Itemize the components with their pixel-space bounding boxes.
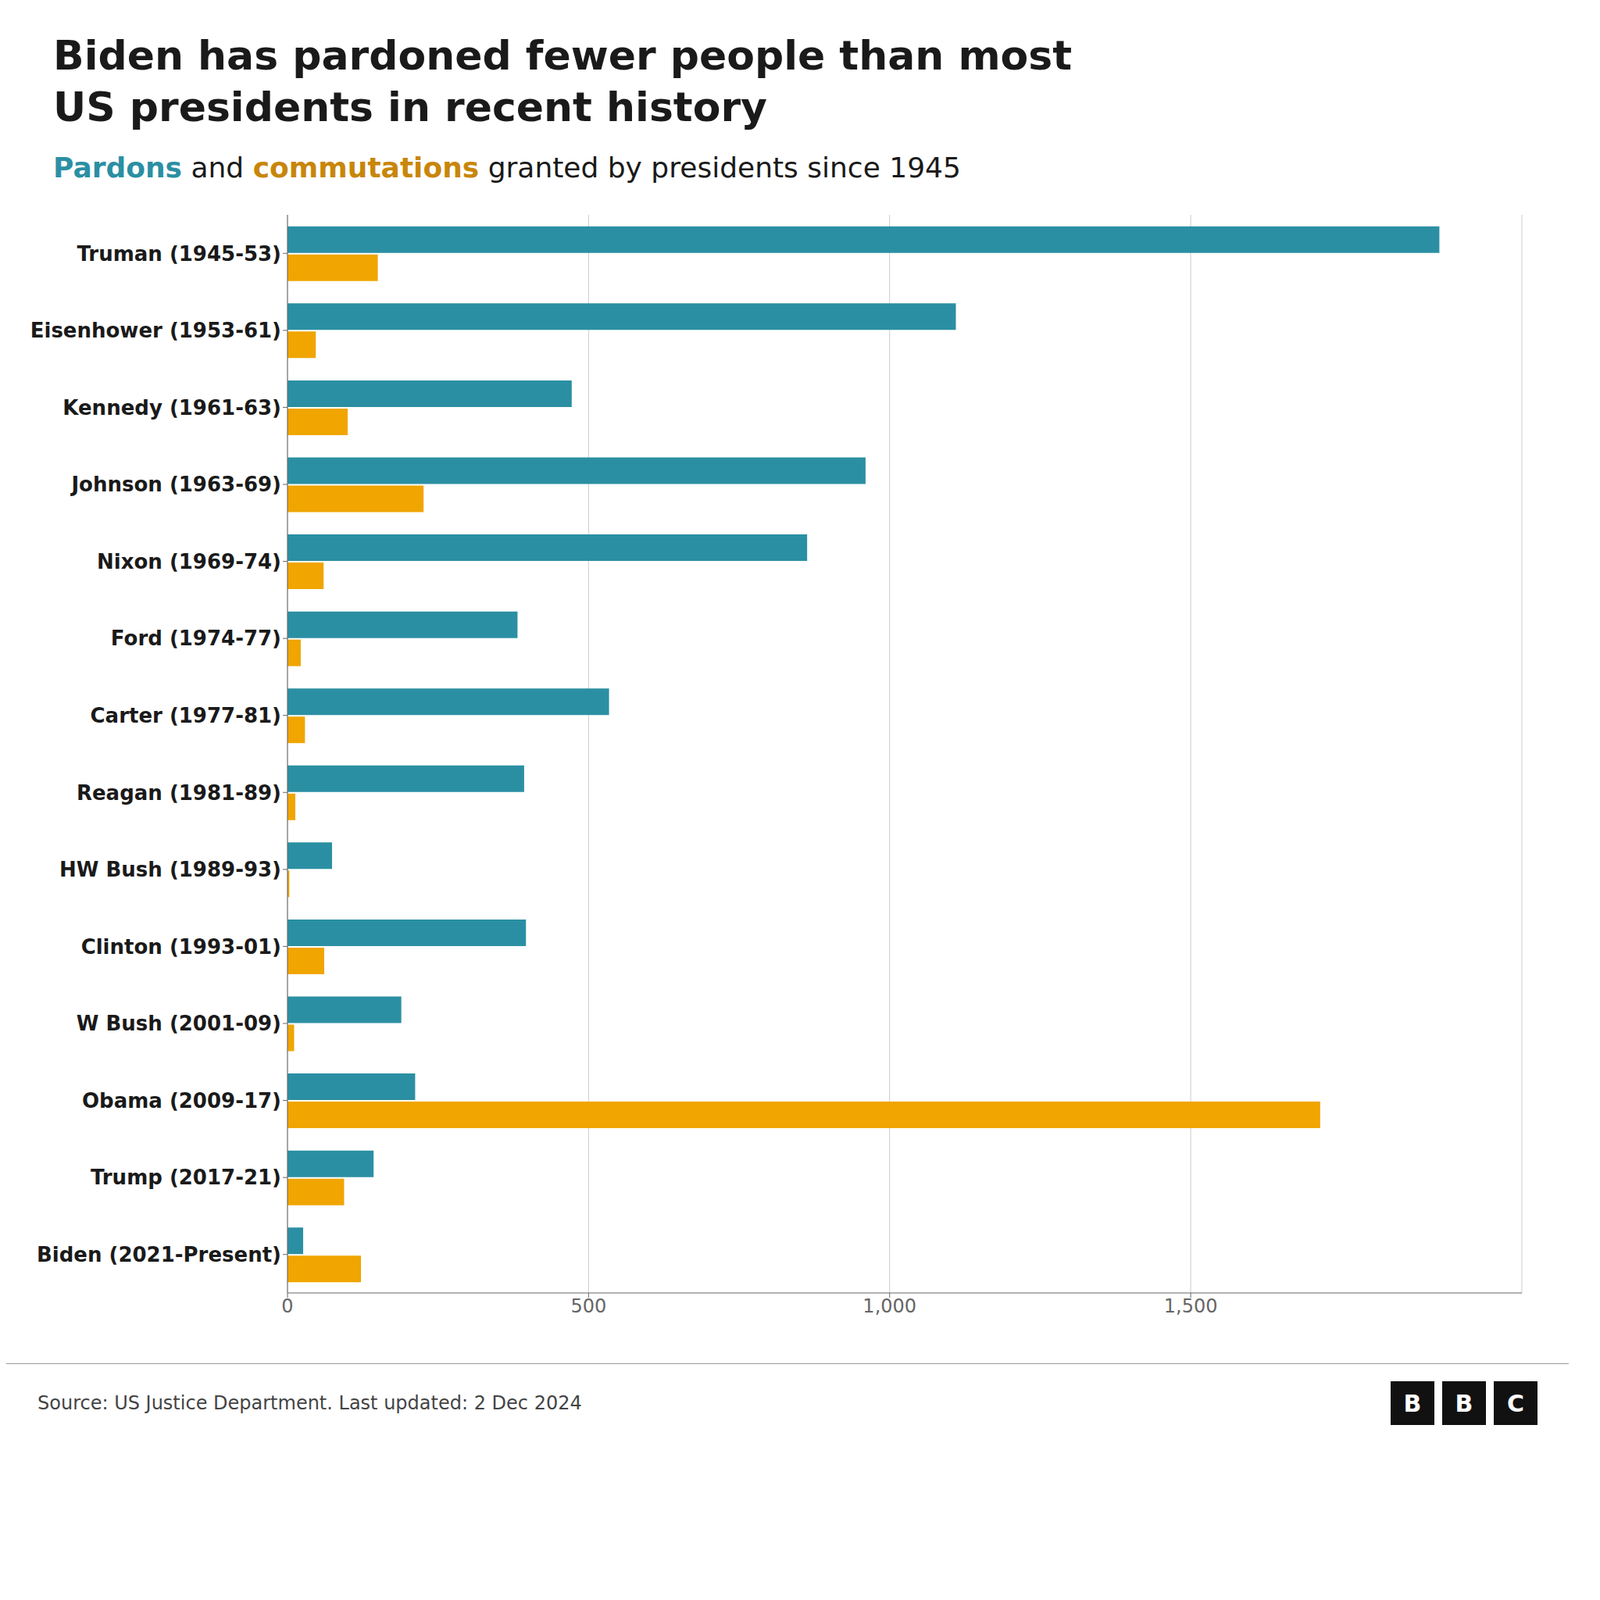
svg-text:HW Bush (1989-93): HW Bush (1989-93) (59, 857, 282, 882)
html-text:Source: US Justice Department.: Source: US Justice Department. Last upda… (37, 1392, 582, 1415)
html-text:C: C (1507, 1389, 1525, 1417)
svg-text:1,000: 1,000 (862, 1295, 917, 1318)
html-text:B: B (1403, 1389, 1422, 1417)
svg-text:1,500: 1,500 (1164, 1295, 1218, 1318)
svg-text:Trump (2017-21): Trump (2017-21) (90, 1165, 282, 1190)
svg-text:0: 0 (281, 1295, 293, 1318)
svg-text:Biden (2021-Present): Biden (2021-Present) (36, 1242, 282, 1267)
svg-text:Carter (1977-81): Carter (1977-81) (90, 703, 283, 728)
svg-text:Ford (1974-77): Ford (1974-77) (110, 626, 282, 650)
html-text:B: B (1455, 1389, 1473, 1417)
svg-text:Clinton (1993-01): Clinton (1993-01) (81, 935, 282, 959)
html-text:Pardons and commutations grant: Pardons and commutations granted by pres… (53, 151, 961, 184)
html-text:Biden has pardoned fewer peopl: Biden has pardoned fewer people than mos… (53, 32, 1072, 79)
svg-text:Truman (1945-53): Truman (1945-53) (76, 242, 282, 266)
svg-text:W Bush (2001-09): W Bush (2001-09) (76, 1011, 282, 1036)
svg-text:Johnson (1963-69): Johnson (1963-69) (69, 472, 282, 497)
html-text:US presidents in recent histor: US presidents in recent history (53, 83, 768, 131)
svg-text:500: 500 (570, 1295, 607, 1318)
svg-text:Reagan (1981-89): Reagan (1981-89) (76, 781, 282, 805)
svg-text:Kennedy (1961-63): Kennedy (1961-63) (62, 396, 282, 420)
svg-text:Eisenhower (1953-61): Eisenhower (1953-61) (30, 318, 282, 343)
svg-text:Obama (2009-17): Obama (2009-17) (82, 1089, 282, 1113)
svg-text:Nixon (1969-74): Nixon (1969-74) (96, 550, 282, 574)
